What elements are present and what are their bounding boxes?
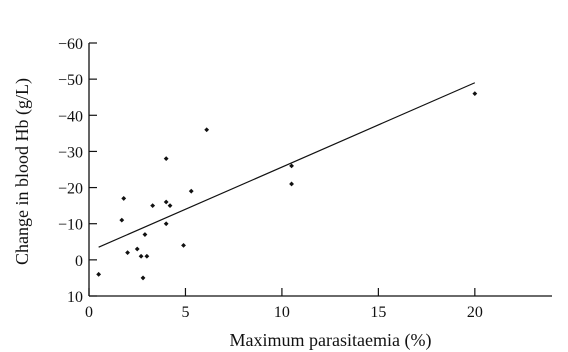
x-tick-label: 20 (467, 304, 483, 321)
y-tick-label: −30 (58, 144, 83, 161)
data-point (188, 188, 194, 194)
y-tick-label: −20 (58, 181, 83, 198)
y-tick-label: −60 (58, 36, 83, 53)
y-axis-title: Change in blood Hb (g/L) (12, 78, 33, 265)
y-tick-label: 10 (67, 289, 83, 306)
y-tick-label: −50 (58, 72, 83, 89)
data-point (289, 181, 294, 187)
data-point (163, 156, 169, 162)
data-point (125, 250, 130, 256)
data-point (472, 91, 478, 96)
x-tick-label: 0 (85, 304, 93, 321)
data-point (150, 203, 156, 209)
x-axis-ticks: 0 5 10 15 20 (85, 288, 483, 321)
axes (88, 43, 552, 297)
data-point (167, 203, 173, 209)
data-point (144, 253, 150, 259)
x-tick-label: 10 (274, 304, 290, 321)
x-tick-label: 15 (370, 304, 386, 321)
data-point (140, 275, 146, 281)
data-points (96, 91, 478, 281)
regression-line (98, 82, 476, 248)
data-point (134, 246, 140, 252)
data-point (204, 127, 210, 133)
x-tick-label: 5 (181, 304, 189, 321)
y-tick-label: −40 (58, 108, 83, 125)
y-tick-label: −10 (58, 217, 83, 234)
data-point (289, 163, 294, 169)
data-point (119, 217, 125, 223)
data-point (138, 253, 144, 259)
y-axis-ticks: −60 −50 −40 −30 −20 −10 0 10 (58, 36, 97, 306)
data-point (142, 232, 148, 237)
x-axis-title: Maximum parasitaemia (%) (230, 330, 432, 351)
data-point (163, 221, 169, 227)
data-point (121, 196, 127, 201)
data-point (181, 243, 186, 248)
data-point (96, 271, 102, 277)
data-point (163, 199, 169, 205)
y-tick-label: 0 (75, 253, 83, 270)
